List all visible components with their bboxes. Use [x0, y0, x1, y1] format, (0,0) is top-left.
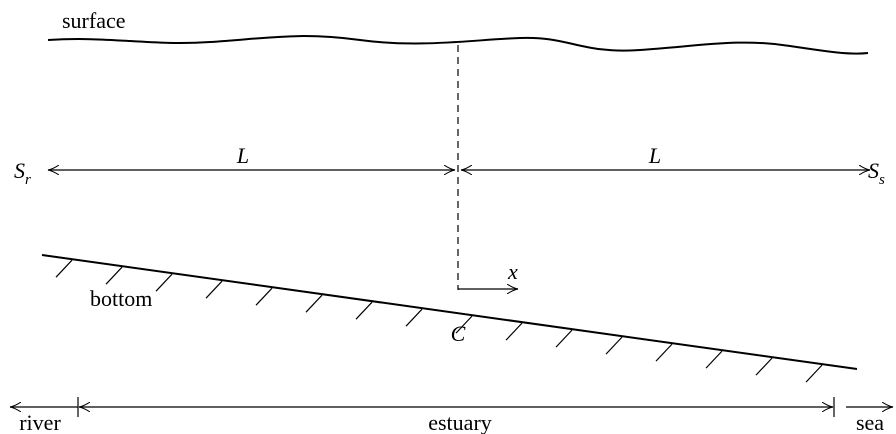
surface-label: surface — [62, 8, 126, 33]
hatch — [455, 315, 473, 334]
hatch — [505, 322, 523, 341]
hatch — [555, 329, 573, 348]
hatch — [355, 301, 373, 320]
symbol: S — [14, 158, 25, 183]
right-end-label: Ss — [868, 158, 885, 188]
bottom-line — [41, 254, 858, 370]
hatch — [155, 273, 173, 292]
subscript: s — [879, 172, 885, 188]
hatch — [255, 287, 273, 306]
hatch — [655, 343, 673, 362]
hatch — [705, 350, 723, 369]
hatch — [805, 364, 823, 383]
right-length-label: L — [648, 143, 661, 168]
river-label: river — [19, 410, 61, 434]
surface-line — [47, 35, 869, 55]
bottom-hatching — [55, 259, 823, 383]
bottom-label: bottom — [90, 286, 152, 311]
sea-label: sea — [856, 410, 884, 434]
hatch — [55, 259, 73, 278]
left-end-label: Sr — [14, 158, 31, 188]
hatch — [405, 308, 423, 327]
symbol: S — [868, 158, 879, 183]
hatch — [605, 336, 623, 355]
axis-label: x — [507, 259, 518, 284]
estuary-label: estuary — [428, 410, 492, 434]
subscript: r — [25, 172, 31, 188]
hatch — [105, 266, 123, 285]
left-length-label: L — [236, 143, 249, 168]
hatch — [305, 294, 323, 313]
center-label: C — [451, 321, 466, 346]
hatch — [205, 280, 223, 299]
hatch — [755, 357, 773, 376]
